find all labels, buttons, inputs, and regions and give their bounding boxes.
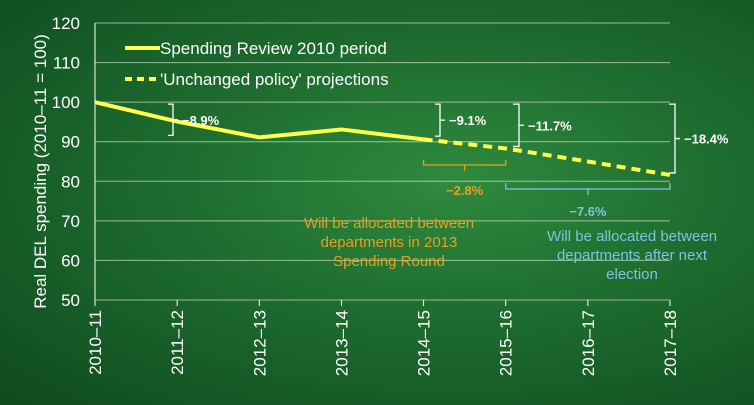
- note-text: Spending Round: [333, 253, 445, 270]
- y-axis-title: Real DEL spending (2010–11 = 100): [31, 34, 50, 309]
- series-line-projection: [423, 137, 671, 177]
- annotation-bracket: [505, 183, 671, 195]
- x-tick-label: 2012–13: [250, 310, 269, 376]
- note-text: departments after next: [557, 247, 708, 264]
- annotation-label: −11.7%: [528, 118, 572, 133]
- annotation-bracket: [669, 103, 680, 174]
- x-tick-label: 2014–15: [415, 310, 434, 376]
- x-tick-label: 2016–17: [579, 310, 598, 376]
- y-tick-label: 50: [61, 291, 80, 310]
- annotation-label: −18.4%: [684, 132, 729, 147]
- x-tick-label: 2013–14: [332, 310, 351, 376]
- note-text: Will be allocated between: [547, 228, 717, 245]
- annotation-label: −8.9%: [182, 113, 220, 128]
- series-line-spending-review: [94, 100, 424, 142]
- x-tick-label: 2011–12: [168, 310, 187, 375]
- note-text: departments in 2013: [321, 234, 458, 251]
- annotation-label: −7.6%: [569, 204, 607, 219]
- note-text: election: [606, 266, 658, 283]
- legend-label: 'Unchanged policy' projections: [160, 70, 389, 89]
- annotation-label: −2.8%: [446, 183, 484, 198]
- y-tick-label: 120: [52, 14, 80, 33]
- annotation-bracket: [422, 160, 507, 171]
- x-tick-label: 2010–11: [86, 310, 105, 375]
- y-tick-label: 60: [61, 251, 80, 270]
- y-tick-label: 90: [61, 133, 80, 152]
- x-tick-label: 2017–18: [661, 310, 680, 376]
- annotation-bracket: [435, 103, 445, 137]
- x-tick-label: 2015–16: [497, 310, 516, 376]
- legend-label: Spending Review 2010 period: [160, 39, 387, 58]
- note-text: Will be allocated between: [304, 215, 474, 232]
- y-tick-label: 70: [61, 212, 80, 231]
- annotation-bracket: [513, 103, 524, 148]
- annotation-bracket: [168, 103, 178, 137]
- y-tick-label: 110: [53, 54, 80, 73]
- annotation-label: −9.1%: [449, 113, 487, 128]
- y-tick-label: 80: [61, 172, 80, 191]
- y-tick-label: 100: [52, 93, 80, 112]
